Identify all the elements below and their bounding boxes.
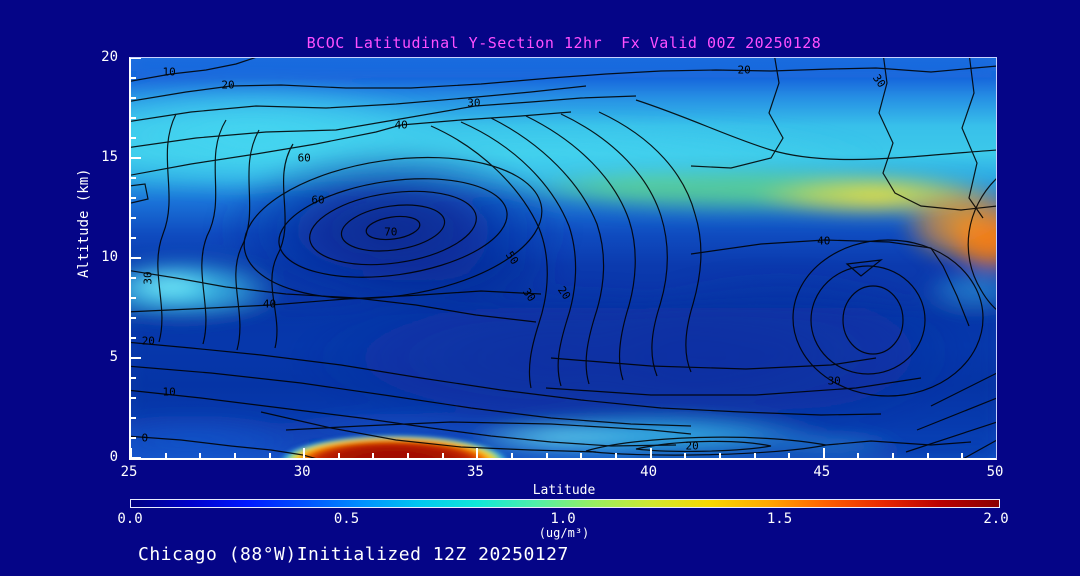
- x-tick: [372, 453, 375, 458]
- x-tick: [407, 453, 410, 458]
- contour-line-label: 20: [221, 78, 235, 92]
- x-tick: [545, 453, 548, 458]
- x-tick: [303, 448, 306, 458]
- x-tick: [511, 453, 514, 458]
- x-tick: [892, 453, 895, 458]
- contour-line-label: 30: [467, 96, 481, 110]
- colorbar-units: (ug/m³): [538, 526, 590, 540]
- colorbar-tick-label: 0.5: [333, 511, 360, 527]
- x-tick: [961, 453, 964, 458]
- x-tick: [649, 448, 652, 458]
- y-tick: [131, 117, 136, 119]
- contour-line-label: 30: [520, 285, 539, 305]
- y-tick: [131, 397, 136, 399]
- x-tick-label: 30: [293, 464, 311, 480]
- y-tick-label: 15: [101, 149, 118, 165]
- x-tick: [684, 453, 687, 458]
- contour-line-label: 70: [384, 225, 398, 239]
- y-tick: [131, 217, 136, 219]
- plot-area: 10 20 30 40 60 60 70 20 30 40 50 30 20 30 40 20 10 0 30 20: [129, 57, 997, 460]
- y-tick: [131, 177, 136, 179]
- contour-line-label: 10: [162, 385, 176, 399]
- colorbar-tick-label: 0.0: [117, 511, 143, 527]
- contour-line-label: 10: [162, 65, 176, 79]
- plot-title: BCOC Latitudinal Y-Section 12hr Fx Valid…: [306, 34, 822, 52]
- y-tick: [131, 237, 136, 239]
- contour-line-label: 30: [141, 271, 155, 285]
- x-tick: [718, 453, 721, 458]
- y-tick: [131, 97, 136, 99]
- x-tick: [164, 453, 167, 458]
- x-axis-label: Latitude: [532, 483, 596, 498]
- x-tick: [441, 453, 444, 458]
- contour-line-label: 60: [297, 151, 311, 165]
- y-tick-label: 0: [109, 449, 118, 465]
- y-tick: [131, 257, 141, 259]
- y-tick-label: 10: [101, 249, 118, 265]
- x-tick: [788, 453, 791, 458]
- x-tick: [268, 453, 271, 458]
- contour-line-label: 50: [502, 248, 522, 268]
- y-tick: [131, 437, 136, 439]
- contour-line-label: 0: [141, 431, 149, 445]
- y-tick-label: 20: [101, 49, 118, 65]
- x-tick: [199, 453, 202, 458]
- x-tick: [337, 453, 340, 458]
- y-tick: [131, 137, 136, 139]
- x-tick-label: 40: [640, 464, 658, 480]
- x-tick: [614, 453, 617, 458]
- y-tick-labels: 0 5 10 15 20: [88, 49, 124, 465]
- y-tick: [131, 197, 136, 199]
- x-tick: [857, 453, 860, 458]
- y-tick: [131, 457, 141, 458]
- x-tick: [753, 453, 756, 458]
- x-tick: [580, 453, 583, 458]
- x-tick: [131, 448, 132, 458]
- contour-line-label: 40: [394, 118, 408, 132]
- y-tick: [131, 157, 141, 159]
- y-tick: [131, 297, 136, 299]
- x-tick-label: 45: [813, 464, 831, 480]
- contour-line-label: 30: [827, 374, 841, 388]
- colorbar-tick-label: 2.0: [983, 511, 1009, 527]
- y-tick: [131, 417, 136, 419]
- footer-caption: Chicago (88°W)Initialized 12Z 20250127: [138, 544, 569, 565]
- x-tick-label: 35: [466, 464, 484, 480]
- colorbar-tick-label: 1.5: [766, 511, 793, 527]
- y-tick: [131, 317, 136, 319]
- contour-label-layer: 10 20 30 40 60 60 70 20 30 40 50 30 20 30 40 20 10 0 30 20: [131, 58, 996, 458]
- contour-line-label: 30: [870, 71, 889, 91]
- contour-line-label: 20: [685, 439, 699, 453]
- contour-lines: [131, 58, 996, 458]
- y-tick: [131, 58, 141, 59]
- contour-line-label: 40: [817, 234, 831, 248]
- contour-line-label: 20: [554, 283, 574, 303]
- x-tick-label: 25: [120, 464, 138, 480]
- y-tick: [131, 77, 136, 79]
- contour-line-label: 20: [141, 334, 155, 348]
- surface-max-blob: [280, 435, 508, 458]
- x-tick: [476, 448, 479, 458]
- y-tick: [131, 337, 136, 339]
- x-tick: [996, 448, 997, 458]
- contour-field-svg: [131, 58, 996, 458]
- x-tick: [822, 448, 825, 458]
- colorbar: [130, 499, 1000, 508]
- contour-line-label: 20: [737, 63, 751, 77]
- x-tick-label: 50: [986, 464, 1004, 480]
- colorbar-tick-label: 1.0: [550, 511, 576, 527]
- x-tick-labels: 25 30 35 40 45 50: [121, 464, 1004, 484]
- y-tick: [131, 377, 136, 379]
- y-tick: [131, 357, 141, 359]
- y-tick: [131, 277, 136, 279]
- y-tick-label: 5: [109, 349, 118, 365]
- contour-line-label: 40: [262, 297, 277, 311]
- colorbar-tick-labels: 0.0 0.5 1.0 1.5 2.0: [117, 511, 1008, 527]
- contour-line-label: 60: [311, 193, 325, 207]
- x-tick: [233, 453, 236, 458]
- x-tick: [926, 453, 929, 458]
